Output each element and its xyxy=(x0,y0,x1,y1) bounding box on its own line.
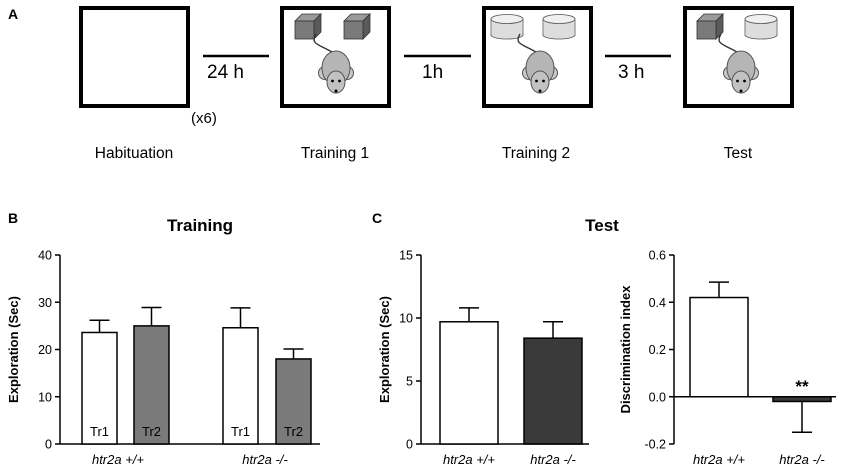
panel-a-letter: A xyxy=(8,6,19,22)
stage-label-training1: Training 1 xyxy=(300,145,370,162)
y-tick-label: 0.0 xyxy=(649,390,666,404)
x-category-label: htr2a +/+ xyxy=(443,452,495,467)
cylinder-object-icon xyxy=(490,14,524,40)
x-category-label: htr2a +/+ xyxy=(693,452,745,467)
stage-label-test: Test xyxy=(723,145,753,162)
interval-label-24h: 24 h xyxy=(207,62,244,83)
y-tick-label: 0.2 xyxy=(649,343,666,357)
panel-b-letter: B xyxy=(8,210,19,226)
mouse-icon xyxy=(517,33,558,94)
y-tick-label: 15 xyxy=(399,249,413,263)
interval-label-3h: 3 h xyxy=(618,62,645,83)
cylinder-object-icon xyxy=(744,14,778,40)
training-bar-chart: 0 10 20 30 40 Exploration (Sec) Tr1 Tr2 Tr1 Tr2 ht… xyxy=(6,249,320,467)
bar-wt-tr1 xyxy=(81,331,118,445)
test-exploration-bar-chart: 0 5 10 15 Exploration (Sec) htr2a +/+ htr2a -/… xyxy=(377,249,589,467)
bar-ko-tr1 xyxy=(222,327,259,445)
bar-series-label: Tr2 xyxy=(142,424,161,439)
stage-label-habituation: Habituation xyxy=(94,145,174,162)
x-category-label: htr2a -/- xyxy=(242,452,288,467)
test-arena xyxy=(683,6,794,108)
x-category-label: htr2a -/- xyxy=(779,452,825,467)
bar-series-label: Tr1 xyxy=(231,424,250,439)
cylinder-object-icon xyxy=(542,14,576,40)
x-category-label: htr2a +/+ xyxy=(92,452,144,467)
cube-object-icon xyxy=(343,13,371,40)
y-tick-label: 30 xyxy=(38,296,52,310)
panel-c-letter: C xyxy=(372,210,383,226)
chart-title-test: Test xyxy=(585,216,619,235)
interval-label-1h: 1h xyxy=(422,62,444,83)
y-axis-label: Exploration (Sec) xyxy=(377,296,392,403)
y-tick-label: 20 xyxy=(38,343,52,357)
panel-a-diagram xyxy=(79,6,794,108)
y-tick-label: 0 xyxy=(45,438,52,452)
y-axis-label: Exploration (Sec) xyxy=(6,296,21,403)
bar-series-label: Tr2 xyxy=(284,424,303,439)
bar-wt-di xyxy=(689,296,749,398)
training1-arena xyxy=(280,6,391,108)
bar-ko-tr2 xyxy=(275,358,312,445)
y-tick-label: 5 xyxy=(406,375,413,389)
bar-wt-test xyxy=(439,321,499,445)
significance-annotation: ** xyxy=(795,377,809,396)
bar-ko-di xyxy=(772,396,832,403)
bar-ko-test xyxy=(523,337,583,445)
y-tick-label: -0.2 xyxy=(644,438,666,452)
cube-object-icon xyxy=(696,13,724,40)
y-tick-label: 0.4 xyxy=(649,296,666,310)
y-tick-label: 0.6 xyxy=(649,249,666,263)
mouse-icon xyxy=(718,33,759,94)
y-axis-label: Discrimination index xyxy=(618,285,633,414)
bar-wt-tr2 xyxy=(133,325,170,445)
bar-series-label: Tr1 xyxy=(90,424,109,439)
y-tick-label: 10 xyxy=(399,312,413,326)
y-tick-label: 0 xyxy=(406,438,413,452)
habituation-arena xyxy=(79,6,190,108)
discrimination-index-bar-chart: -0.2 0.0 0.2 0.4 0.6 Discrimination index htr2… xyxy=(618,249,836,467)
y-tick-label: 40 xyxy=(38,249,52,263)
training2-arena xyxy=(482,6,593,108)
x-category-label: htr2a -/- xyxy=(530,452,576,467)
mouse-icon xyxy=(313,33,354,94)
cube-object-icon xyxy=(294,13,322,40)
stage-label-training2: Training 2 xyxy=(501,145,571,162)
habituation-repeat-note: (x6) xyxy=(191,110,217,127)
y-tick-label: 10 xyxy=(38,390,52,404)
chart-title-training: Training xyxy=(166,216,234,235)
